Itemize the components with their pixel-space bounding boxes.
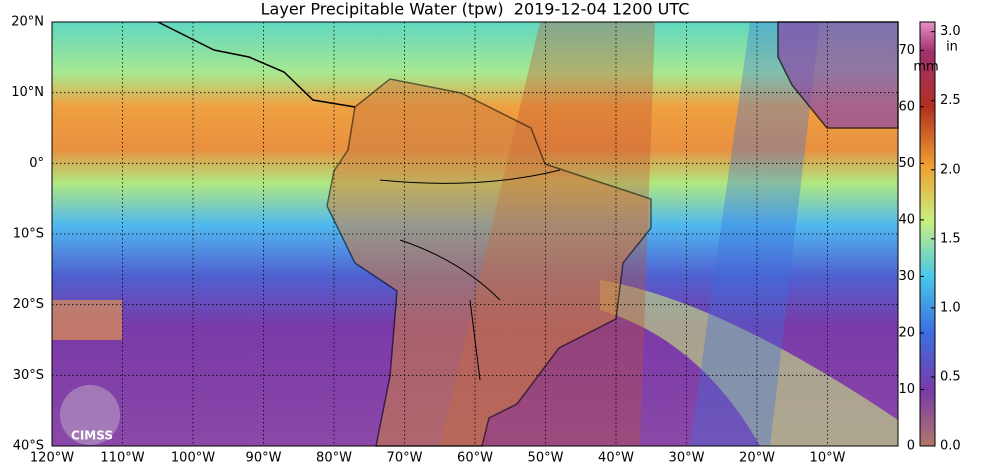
in-tick-label: 2.5 <box>940 93 961 108</box>
logo-text: CIMSS <box>71 429 113 443</box>
lon-label: 110°W <box>100 451 144 462</box>
central-america <box>157 21 356 108</box>
title: Layer Precipitable Water (tpw) 2019-12-0… <box>261 0 690 19</box>
lon-label: 30°W <box>669 451 705 462</box>
lat-label: 0° <box>29 156 44 171</box>
mm-tick-label: 30 <box>898 269 915 284</box>
lat-label: 30°S <box>13 368 44 383</box>
moisture-band <box>600 280 898 446</box>
mm-tick-label: 10 <box>898 382 915 397</box>
unit-label: in <box>946 40 958 55</box>
moisture-plume <box>52 300 122 340</box>
mm-tick-label: 70 <box>898 43 915 58</box>
lon-label: 50°W <box>528 451 564 462</box>
lat-label: 10°S <box>13 227 44 242</box>
mm-tick-label: 20 <box>898 325 915 340</box>
lon-label: 10°W <box>810 451 846 462</box>
in-tick-label: 2.0 <box>940 162 961 177</box>
lat-label: 20°S <box>13 297 44 312</box>
lon-label: 70°W <box>387 451 423 462</box>
satellite-swath <box>690 22 820 446</box>
lon-label: 120°W <box>30 451 74 462</box>
mm-tick-label: 40 <box>898 212 915 227</box>
lon-label: 90°W <box>246 451 282 462</box>
in-tick-label: 3.0 <box>940 24 961 39</box>
lon-label: 40°W <box>598 451 634 462</box>
lon-label: 20°W <box>739 451 775 462</box>
lon-label: 80°W <box>316 451 352 462</box>
lat-label: 20°N <box>11 15 44 30</box>
in-tick-label: 0.0 <box>940 439 961 454</box>
mm-tick-label: 50 <box>898 156 915 171</box>
unit-label: mm <box>913 60 938 75</box>
in-tick-label: 1.5 <box>940 231 961 246</box>
south-america <box>326 78 652 447</box>
lat-label: 40°S <box>13 439 44 454</box>
lon-label: 60°W <box>457 451 493 462</box>
in-tick-label: 1.0 <box>940 300 961 315</box>
logo: CIMSS <box>60 385 120 445</box>
lat-label: 10°N <box>11 85 44 100</box>
mm-tick-label: 60 <box>898 99 915 114</box>
in-tick-label: 0.5 <box>940 369 961 384</box>
colorbar <box>919 21 936 447</box>
mm-tick-label: 0 <box>907 439 915 454</box>
lon-label: 100°W <box>171 451 215 462</box>
